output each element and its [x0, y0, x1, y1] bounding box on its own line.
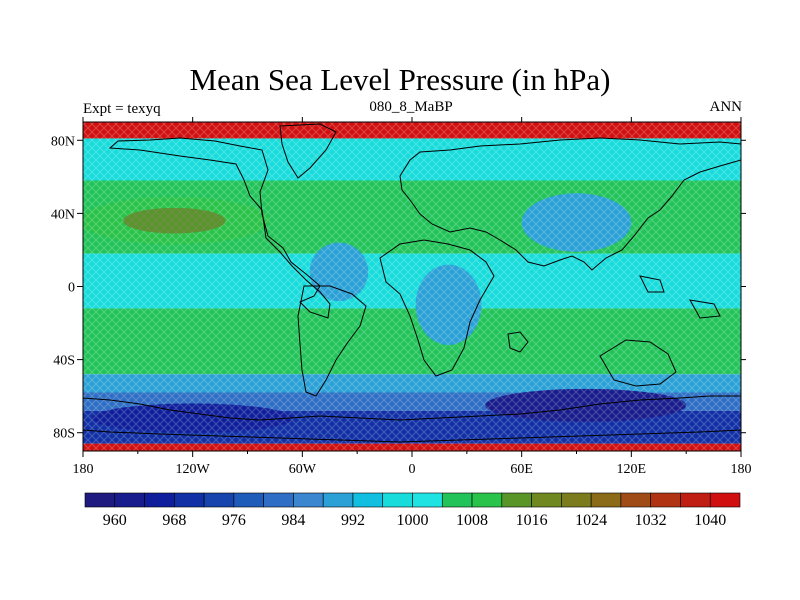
colorbar-swatch-12	[441, 492, 473, 508]
colorbar-swatch-17	[590, 492, 622, 508]
colorbar-swatch-7	[293, 492, 324, 508]
colorbar-label-7: 1016	[516, 512, 548, 529]
axes: 180 120W 60W 0 60E 120E 180 80N 40N 0 40S 80S	[51, 117, 752, 477]
colorbar-swatch-8	[322, 492, 354, 508]
x-tick-label-0: 180	[73, 462, 94, 477]
y-tick-label-1: 40N	[51, 207, 75, 222]
colorbar: 960 968 976 984 992 1000 1008 1016 1024 1032 1040	[84, 492, 741, 529]
x-tick-label-4: 60E	[510, 462, 533, 477]
y-tick-label-2: 0	[68, 281, 75, 296]
colorbar-label-6: 1008	[456, 512, 488, 529]
colorbar-swatch-6	[263, 492, 294, 508]
y-tick-label-0: 80N	[51, 134, 75, 149]
colorbar-label-9: 1032	[635, 512, 667, 529]
colorbar-label-10: 1040	[694, 512, 726, 529]
x-tick-label-1: 120W	[176, 462, 211, 477]
y-tick-label-4: 80S	[53, 427, 75, 442]
colorbar-label-8: 1024	[575, 512, 607, 529]
colorbar-swatch-21	[709, 492, 741, 508]
colorbar-swatch-18	[620, 492, 651, 508]
season-label: ANN	[709, 99, 743, 115]
colorbar-swatch-19	[650, 492, 681, 508]
colorbar-swatch-16	[561, 492, 592, 508]
colorbar-label-1: 968	[162, 512, 186, 529]
experiment-label: Expt = texyq	[83, 101, 161, 117]
colorbar-swatch-20	[680, 492, 711, 508]
colorbar-swatch-11	[412, 492, 443, 508]
colorbar-label-5: 1000	[397, 512, 429, 529]
coastlines	[83, 123, 741, 443]
x-tick-label-2: 60W	[289, 462, 317, 477]
colorbar-swatch-9	[352, 492, 384, 508]
x-tick-label-3: 0	[409, 462, 416, 477]
colorbar-swatch-2	[144, 492, 175, 508]
colorbar-label-3: 984	[281, 512, 305, 529]
colorbar-swatch-15	[531, 492, 562, 508]
colorbar-swatch-1	[114, 492, 145, 508]
y-tick-label-3: 40S	[53, 354, 75, 369]
x-tick-label-6: 180	[731, 462, 752, 477]
colorbar-swatch-13	[471, 492, 503, 508]
colorbar-swatch-0	[84, 492, 116, 508]
chart-title: Mean Sea Level Pressure (in hPa)	[189, 62, 611, 97]
colorbar-swatch-14	[501, 492, 532, 508]
colorbar-label-0: 960	[103, 512, 127, 529]
colorbar-swatch-3	[174, 492, 205, 508]
colorbar-swatch-5	[233, 492, 264, 508]
chart-subtitle: 080_8_MaBP	[369, 99, 453, 115]
colorbar-label-4: 992	[341, 512, 365, 529]
colorbar-label-2: 976	[222, 512, 246, 529]
hatch-overlay	[83, 122, 741, 451]
colorbar-swatch-10	[382, 492, 413, 508]
colorbar-swatch-4	[203, 492, 235, 508]
x-tick-label-5: 120E	[617, 462, 647, 477]
